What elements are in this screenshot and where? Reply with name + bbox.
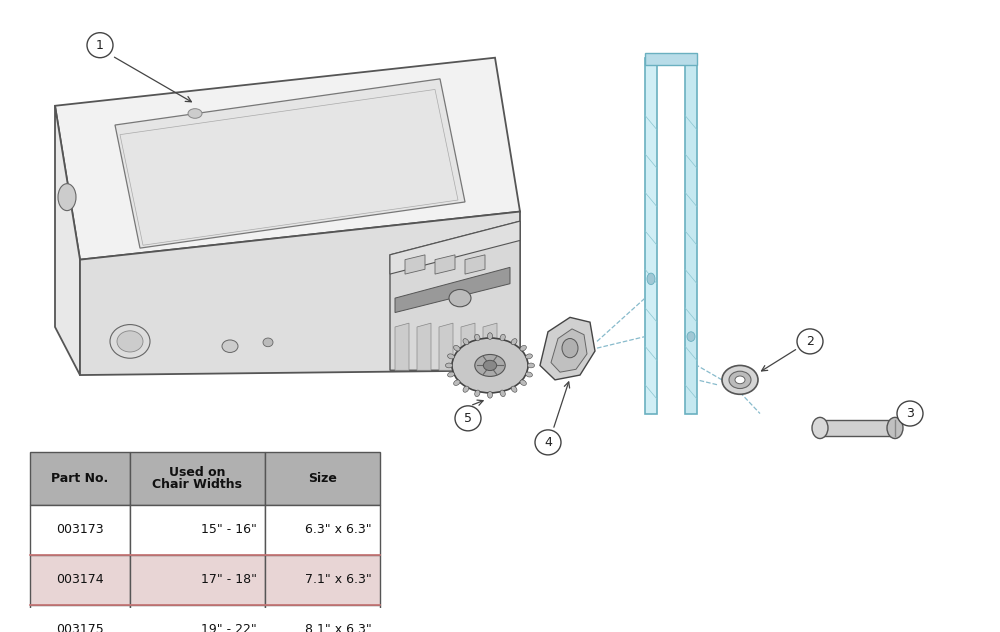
Polygon shape — [551, 329, 587, 372]
Ellipse shape — [528, 363, 534, 368]
Ellipse shape — [475, 334, 480, 341]
Ellipse shape — [887, 417, 903, 439]
Circle shape — [455, 406, 481, 431]
Ellipse shape — [735, 376, 745, 384]
Text: 8.1" x 6.3": 8.1" x 6.3" — [305, 623, 372, 632]
Polygon shape — [80, 212, 520, 375]
Circle shape — [897, 401, 923, 426]
Polygon shape — [55, 106, 80, 375]
Text: 003175: 003175 — [56, 623, 104, 632]
Polygon shape — [130, 452, 265, 505]
Ellipse shape — [222, 340, 238, 353]
Text: 3: 3 — [906, 407, 914, 420]
Polygon shape — [439, 323, 453, 370]
Ellipse shape — [647, 273, 655, 284]
Ellipse shape — [448, 372, 454, 377]
Polygon shape — [395, 267, 510, 313]
Text: Size: Size — [308, 472, 337, 485]
Polygon shape — [465, 255, 485, 274]
Text: 15" - 16": 15" - 16" — [201, 523, 257, 537]
Polygon shape — [417, 323, 431, 370]
Ellipse shape — [188, 109, 202, 118]
Ellipse shape — [475, 355, 505, 377]
Ellipse shape — [520, 380, 526, 386]
Ellipse shape — [449, 289, 471, 307]
Ellipse shape — [454, 346, 460, 351]
Text: 4: 4 — [544, 436, 552, 449]
Text: 19" - 22": 19" - 22" — [201, 623, 257, 632]
Ellipse shape — [500, 390, 505, 397]
Ellipse shape — [500, 334, 505, 341]
Polygon shape — [30, 605, 130, 632]
Text: Part No.: Part No. — [51, 472, 109, 485]
Text: Chair Widths: Chair Widths — [152, 478, 242, 491]
Ellipse shape — [475, 390, 480, 397]
Ellipse shape — [483, 360, 497, 370]
Polygon shape — [30, 452, 130, 505]
Polygon shape — [461, 323, 475, 370]
Polygon shape — [820, 420, 895, 435]
Text: 003174: 003174 — [56, 573, 104, 586]
Polygon shape — [265, 505, 380, 555]
Circle shape — [87, 33, 113, 58]
Polygon shape — [55, 58, 520, 260]
Polygon shape — [30, 505, 130, 555]
Ellipse shape — [58, 184, 76, 210]
Ellipse shape — [526, 372, 532, 377]
Ellipse shape — [448, 354, 454, 359]
Polygon shape — [30, 555, 130, 605]
Ellipse shape — [488, 332, 492, 339]
Circle shape — [535, 430, 561, 455]
Ellipse shape — [488, 391, 492, 398]
Polygon shape — [645, 53, 697, 65]
Ellipse shape — [511, 339, 517, 345]
Text: 7.1" x 6.3": 7.1" x 6.3" — [305, 573, 372, 586]
Polygon shape — [130, 605, 265, 632]
Polygon shape — [130, 555, 265, 605]
Polygon shape — [265, 452, 380, 505]
Polygon shape — [390, 221, 520, 370]
Ellipse shape — [454, 380, 460, 386]
Ellipse shape — [110, 325, 150, 358]
Ellipse shape — [526, 354, 532, 359]
Ellipse shape — [117, 331, 143, 352]
Ellipse shape — [452, 338, 528, 393]
Polygon shape — [483, 323, 497, 370]
Text: Used on: Used on — [169, 466, 226, 478]
Ellipse shape — [446, 363, 452, 368]
Text: 5: 5 — [464, 412, 472, 425]
Text: 003173: 003173 — [56, 523, 104, 537]
Text: 6.3" x 6.3": 6.3" x 6.3" — [305, 523, 372, 537]
Circle shape — [797, 329, 823, 354]
Text: 1: 1 — [96, 39, 104, 52]
Polygon shape — [265, 605, 380, 632]
Ellipse shape — [722, 365, 758, 394]
Polygon shape — [645, 58, 657, 413]
Polygon shape — [115, 79, 465, 248]
Polygon shape — [130, 505, 265, 555]
Ellipse shape — [562, 339, 578, 358]
Text: 2: 2 — [806, 335, 814, 348]
Polygon shape — [395, 323, 409, 370]
Polygon shape — [405, 255, 425, 274]
Polygon shape — [265, 555, 380, 605]
Polygon shape — [435, 255, 455, 274]
Polygon shape — [685, 58, 697, 413]
Ellipse shape — [729, 371, 751, 389]
Ellipse shape — [520, 346, 526, 351]
Text: 17" - 18": 17" - 18" — [201, 573, 257, 586]
Polygon shape — [390, 221, 520, 274]
Ellipse shape — [463, 339, 469, 345]
Polygon shape — [540, 317, 595, 380]
Ellipse shape — [812, 417, 828, 439]
Ellipse shape — [463, 386, 469, 392]
Ellipse shape — [511, 386, 517, 392]
Ellipse shape — [263, 338, 273, 347]
Ellipse shape — [687, 332, 695, 341]
